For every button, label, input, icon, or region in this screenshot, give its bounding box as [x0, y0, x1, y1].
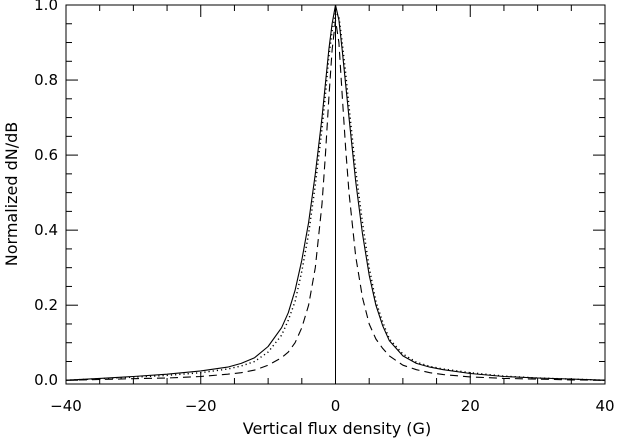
y-tick-label: 0.8	[34, 71, 58, 89]
x-axis-title: Vertical flux density (G)	[243, 419, 431, 438]
x-tick-label: −20	[185, 397, 217, 415]
y-axis-title: Normalized dN/dB	[2, 122, 21, 266]
y-tick-label: 0.0	[34, 371, 58, 389]
x-tick-label: 20	[461, 397, 480, 415]
y-tick-label: 0.6	[34, 146, 58, 164]
y-tick-label: 0.4	[34, 221, 58, 239]
tick-labels: −40 −20 0 20 40 0.0 0.2 0.4 0.6 0.8 1.0	[34, 0, 614, 415]
x-tick-label: −40	[50, 397, 82, 415]
series-lines	[65, 4, 606, 381]
y-tick-label: 0.2	[34, 296, 58, 314]
x-tick-label: 0	[331, 397, 341, 415]
series-line-dotted	[65, 11, 606, 381]
series-line-dashed	[65, 19, 606, 381]
axes	[65, 4, 606, 385]
series-line-solid	[65, 4, 606, 381]
y-tick-label: 1.0	[34, 0, 58, 14]
x-tick-label: 40	[595, 397, 614, 415]
